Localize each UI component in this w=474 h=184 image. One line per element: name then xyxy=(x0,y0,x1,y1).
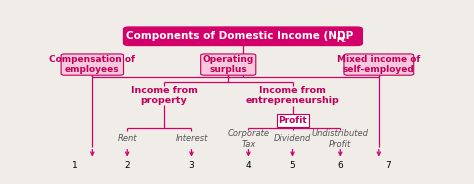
Text: Components of Domestic Income (NDP: Components of Domestic Income (NDP xyxy=(126,31,353,41)
Text: Income from
entrepreneurship: Income from entrepreneurship xyxy=(246,86,339,105)
Text: ): ) xyxy=(340,31,345,41)
Text: 1: 1 xyxy=(72,161,78,170)
Text: Interest: Interest xyxy=(175,135,208,144)
Text: Operating
surplus: Operating surplus xyxy=(202,55,254,74)
Text: Profit: Profit xyxy=(278,116,307,125)
Text: Dividend: Dividend xyxy=(274,135,311,144)
Text: Compensation of
employees: Compensation of employees xyxy=(49,55,135,74)
Text: 4: 4 xyxy=(246,161,251,170)
FancyBboxPatch shape xyxy=(344,54,414,75)
Text: Corporate
Tax: Corporate Tax xyxy=(228,129,269,149)
FancyBboxPatch shape xyxy=(61,54,124,75)
Text: FC: FC xyxy=(337,37,346,43)
Text: Mixed income of
self-employed: Mixed income of self-employed xyxy=(337,55,420,74)
FancyBboxPatch shape xyxy=(201,54,256,75)
Text: 6: 6 xyxy=(337,161,343,170)
Text: Undistributed
Profit: Undistributed Profit xyxy=(312,129,369,149)
Text: Rent: Rent xyxy=(118,135,137,144)
Text: 7: 7 xyxy=(385,161,391,170)
Text: 3: 3 xyxy=(189,161,194,170)
Text: Income from
property: Income from property xyxy=(130,86,197,105)
Text: 5: 5 xyxy=(290,161,295,170)
FancyBboxPatch shape xyxy=(124,27,362,45)
Text: 2: 2 xyxy=(124,161,130,170)
